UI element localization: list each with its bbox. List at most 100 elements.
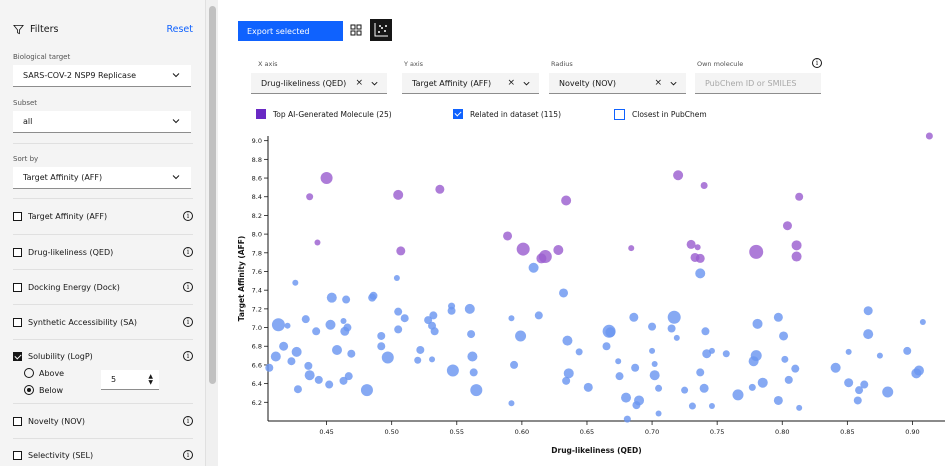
- clear-icon[interactable]: ×: [654, 78, 662, 88]
- chevron-down-icon: [172, 175, 180, 180]
- threshold-input[interactable]: 5 ▲ ▼: [101, 370, 159, 390]
- data-point: [695, 268, 706, 279]
- checkbox-checked[interactable]: [13, 351, 22, 361]
- data-point: [377, 331, 386, 340]
- checkbox[interactable]: [13, 247, 22, 257]
- sort-by-select[interactable]: Target Affinity (AFF): [13, 167, 191, 189]
- x-axis-select[interactable]: Drug-likeliness (QED) ×: [251, 73, 387, 94]
- own-molecule-label: Own molecule: [697, 60, 744, 68]
- radio-label: Above: [39, 368, 65, 378]
- checkbox[interactable]: [13, 282, 22, 292]
- info-icon[interactable]: i: [183, 450, 193, 460]
- legend-checkbox-checked[interactable]: [453, 109, 463, 119]
- data-point: [377, 342, 386, 351]
- info-icon[interactable]: i: [812, 58, 822, 68]
- own-molecule-placeholder: PubChem ID or SMILES: [705, 78, 797, 88]
- data-point: [510, 360, 519, 369]
- data-point: [396, 246, 406, 256]
- data-point: [876, 352, 883, 359]
- info-icon[interactable]: i: [183, 317, 193, 327]
- data-point: [464, 303, 475, 314]
- y-tick-label: 6.6: [252, 361, 262, 369]
- data-point: [791, 364, 800, 373]
- radius-select[interactable]: Novelty (NOV) ×: [549, 73, 686, 94]
- data-point: [602, 342, 611, 351]
- legend-related[interactable]: Related in dataset (115): [453, 107, 561, 121]
- data-point: [621, 392, 632, 403]
- info-icon[interactable]: i: [183, 282, 193, 292]
- legend-checkbox[interactable]: [614, 108, 625, 120]
- filter-drug-likeliness[interactable]: Drug-likeliness (QED) i: [13, 245, 193, 259]
- biological-target-select[interactable]: SARS-COV-2 NSP9 Replicase: [13, 65, 191, 87]
- data-point: [369, 291, 378, 300]
- data-point: [628, 245, 635, 252]
- scatter-plot-icon[interactable]: [370, 19, 392, 41]
- data-point: [634, 395, 645, 406]
- filter-selectivity[interactable]: Selectivity (SEL) i: [13, 448, 193, 462]
- filter-solubility[interactable]: Solubility (LogP) i: [13, 349, 193, 363]
- sort-by-label: Sort by: [13, 155, 39, 163]
- filter-synthetic-accessibility[interactable]: Synthetic Accessibility (SA) i: [13, 315, 193, 329]
- data-point: [701, 327, 710, 336]
- divider: [13, 234, 193, 235]
- stepper-icon[interactable]: ▲ ▼: [148, 373, 153, 386]
- legend-closest[interactable]: Closest in PubChem: [614, 107, 707, 121]
- filter-novelty[interactable]: Novelty (NOV) i: [13, 414, 193, 428]
- filter-docking-energy[interactable]: Docking Energy (Dock) i: [13, 280, 193, 294]
- data-point: [340, 318, 347, 325]
- data-point: [649, 370, 660, 381]
- data-point: [748, 356, 759, 367]
- data-point: [853, 396, 862, 405]
- export-selected-button[interactable]: Export selected: [238, 21, 343, 41]
- data-point: [694, 244, 701, 251]
- data-point: [757, 377, 768, 388]
- info-icon[interactable]: i: [183, 247, 193, 257]
- divider: [13, 438, 193, 439]
- data-point: [830, 362, 841, 373]
- data-point: [360, 384, 373, 397]
- own-molecule-input[interactable]: PubChem ID or SMILES: [695, 73, 821, 94]
- checkbox[interactable]: [13, 450, 22, 460]
- reset-button[interactable]: Reset: [166, 23, 193, 35]
- data-point: [779, 331, 789, 341]
- checkbox[interactable]: [13, 211, 22, 221]
- y-tick-label: 9.0: [252, 137, 262, 145]
- y-tick-label: 8.0: [252, 231, 262, 239]
- radio-button[interactable]: [24, 368, 34, 378]
- data-point: [430, 327, 439, 336]
- info-icon[interactable]: i: [183, 211, 193, 221]
- radio-below[interactable]: Below: [24, 384, 63, 396]
- data-point: [795, 192, 804, 201]
- biological-target-label: Biological target: [13, 53, 71, 61]
- subset-select[interactable]: all: [13, 111, 191, 133]
- grid-view-icon[interactable]: [349, 23, 363, 37]
- radio-button-selected[interactable]: [24, 385, 34, 395]
- clear-icon[interactable]: ×: [507, 78, 515, 88]
- legend-top-ai[interactable]: Top AI-Generated Molecule (25): [256, 107, 392, 121]
- info-icon[interactable]: i: [183, 416, 193, 426]
- data-point: [342, 295, 351, 304]
- data-point: [559, 288, 569, 298]
- x-tick-label: 0.60: [515, 428, 529, 436]
- data-point: [925, 132, 933, 140]
- data-point: [347, 349, 356, 358]
- checkbox[interactable]: [13, 416, 22, 426]
- filter-target-affinity[interactable]: Target Affinity (AFF) i: [13, 209, 193, 223]
- data-point: [467, 330, 476, 339]
- data-point: [722, 350, 730, 358]
- data-point: [516, 242, 530, 256]
- y-axis-select[interactable]: Target Affinity (AFF) ×: [402, 73, 539, 94]
- y-tick-label: 7.0: [252, 324, 262, 332]
- clear-icon[interactable]: ×: [355, 78, 363, 88]
- scrollbar-thumb[interactable]: [209, 6, 216, 384]
- info-icon[interactable]: i: [183, 351, 193, 361]
- data-point: [782, 221, 792, 231]
- radio-above[interactable]: Above: [24, 367, 64, 379]
- checkbox[interactable]: [13, 317, 22, 327]
- sidebar-scrollbar[interactable]: [205, 0, 218, 466]
- data-point: [381, 351, 394, 364]
- threshold-value: 5: [111, 375, 117, 384]
- y-tick-label: 7.2: [252, 305, 262, 313]
- data-point: [563, 368, 574, 379]
- filters-title: Filters: [30, 23, 59, 35]
